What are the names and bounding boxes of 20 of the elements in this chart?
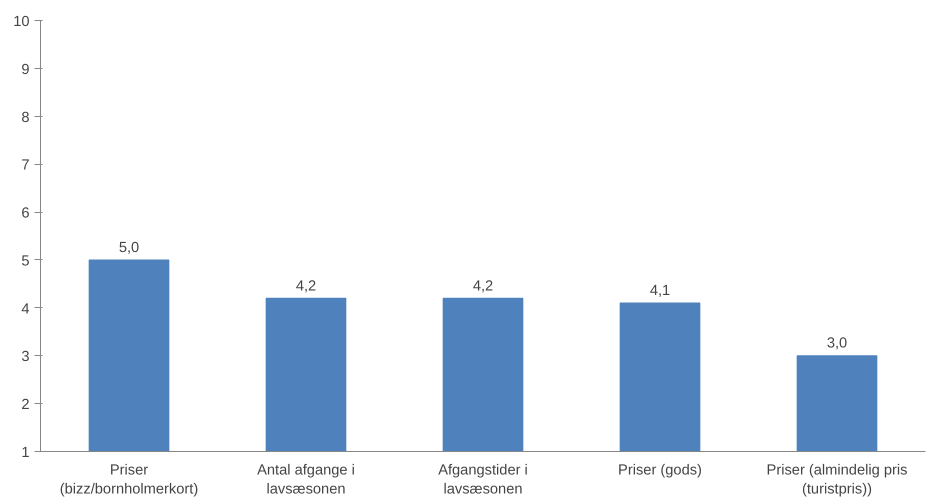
data-label: 3,0 bbox=[826, 336, 848, 352]
data-label: 4,2 bbox=[472, 278, 494, 294]
x-tick-label: Afgangstider i lavsæsonen bbox=[438, 462, 528, 498]
data-label: 4,2 bbox=[296, 278, 316, 294]
y-tick-label: 3 bbox=[21, 349, 30, 366]
x-tick-label: Priser (bizz/bornholmerkort) bbox=[60, 462, 198, 498]
x-tick-label: Priser (almindelig pris (turistpris)) bbox=[766, 462, 908, 498]
y-tick-label: 10 bbox=[13, 14, 30, 30]
y-tick-label: 4 bbox=[21, 301, 30, 318]
y-tick-label: 8 bbox=[21, 110, 30, 126]
x-tick-label: Antal afgange i lavsæsonen bbox=[257, 462, 355, 498]
y-tick-label: 1 bbox=[21, 445, 30, 461]
data-label: 4,1 bbox=[650, 283, 670, 300]
y-tick-label: 9 bbox=[21, 62, 30, 78]
data-label: 5,0 bbox=[118, 240, 140, 256]
x-tick-label: Priser (gods) bbox=[618, 462, 702, 478]
y-tick-label: 5 bbox=[21, 253, 30, 270]
y-tick-label: 7 bbox=[21, 158, 30, 174]
y-tick-label: 2 bbox=[21, 397, 30, 414]
y-tick-label: 6 bbox=[21, 206, 30, 222]
